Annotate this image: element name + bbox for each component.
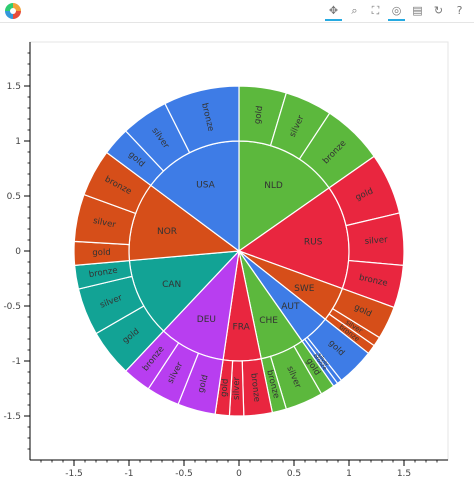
tap-tool-icon[interactable]: ◎ bbox=[388, 2, 405, 21]
country-label: AUT bbox=[281, 302, 300, 312]
medal-label: bronze bbox=[88, 266, 118, 280]
reset-tool-icon[interactable]: ↻ bbox=[433, 4, 444, 17]
medal-label: silver bbox=[232, 376, 242, 400]
medal-label: gold bbox=[219, 378, 231, 397]
country-label: USA bbox=[196, 181, 215, 191]
country-label: RUS bbox=[304, 238, 323, 248]
axes-layer: -1.5 -1 -0.5 0 0.5 1 1.5 1.5 1 0.5 0 -0.5 -1 -1.5 bbox=[3, 42, 448, 479]
y-tick-label: 1.5 bbox=[7, 82, 21, 92]
y-tick-label: 0.5 bbox=[7, 192, 21, 202]
country-label: FRA bbox=[233, 322, 251, 332]
x-tick-label: 0 bbox=[236, 469, 242, 479]
medal-label: silver bbox=[364, 235, 388, 247]
y-tick-label: 1 bbox=[15, 137, 21, 147]
box-zoom-tool-icon[interactable]: ⌕ bbox=[351, 3, 358, 17]
country-label: NOR bbox=[157, 227, 177, 237]
medal-label: gold bbox=[253, 105, 266, 125]
country-label: CHE bbox=[259, 316, 278, 326]
y-tick-label: 0 bbox=[15, 247, 21, 257]
x-tick-label: -0.5 bbox=[175, 469, 193, 479]
country-label: SWE bbox=[294, 284, 315, 294]
medal-label: bronze bbox=[248, 373, 261, 403]
medal-wedge-usa-bronze[interactable] bbox=[164, 85, 240, 154]
y-tick-label: -1.5 bbox=[3, 412, 21, 422]
y-tick-label: -1 bbox=[12, 357, 21, 367]
country-label: CAN bbox=[162, 280, 181, 290]
toolbar: ✥ ⌕ ⛶ ◎ ▤ ↻? bbox=[0, 0, 474, 23]
country-label: NLD bbox=[264, 181, 283, 191]
y-tick-label: -0.5 bbox=[3, 302, 21, 312]
medal-label: gold bbox=[196, 374, 210, 394]
medal-label: gold bbox=[92, 248, 111, 258]
save-tool-icon[interactable]: ▤ bbox=[412, 4, 423, 17]
help-tool-icon[interactable]: ? bbox=[456, 4, 463, 17]
tool-group: ✥ ⌕ ⛶ ◎ ▤ ↻? bbox=[325, 2, 468, 21]
bokeh-logo-icon bbox=[5, 3, 21, 19]
medal-label: silver bbox=[92, 216, 117, 231]
x-tick-label: -1.5 bbox=[65, 469, 83, 479]
x-tick-label: -1 bbox=[125, 469, 134, 479]
country-label: DEU bbox=[197, 315, 216, 325]
wheel-zoom-tool-icon[interactable]: ⛶ bbox=[371, 3, 380, 17]
x-tick-label: 0.5 bbox=[287, 469, 301, 479]
x-tick-label: 1 bbox=[346, 469, 352, 479]
pan-tool-icon[interactable]: ✥ bbox=[325, 2, 342, 21]
x-tick-label: 1.5 bbox=[397, 469, 411, 479]
